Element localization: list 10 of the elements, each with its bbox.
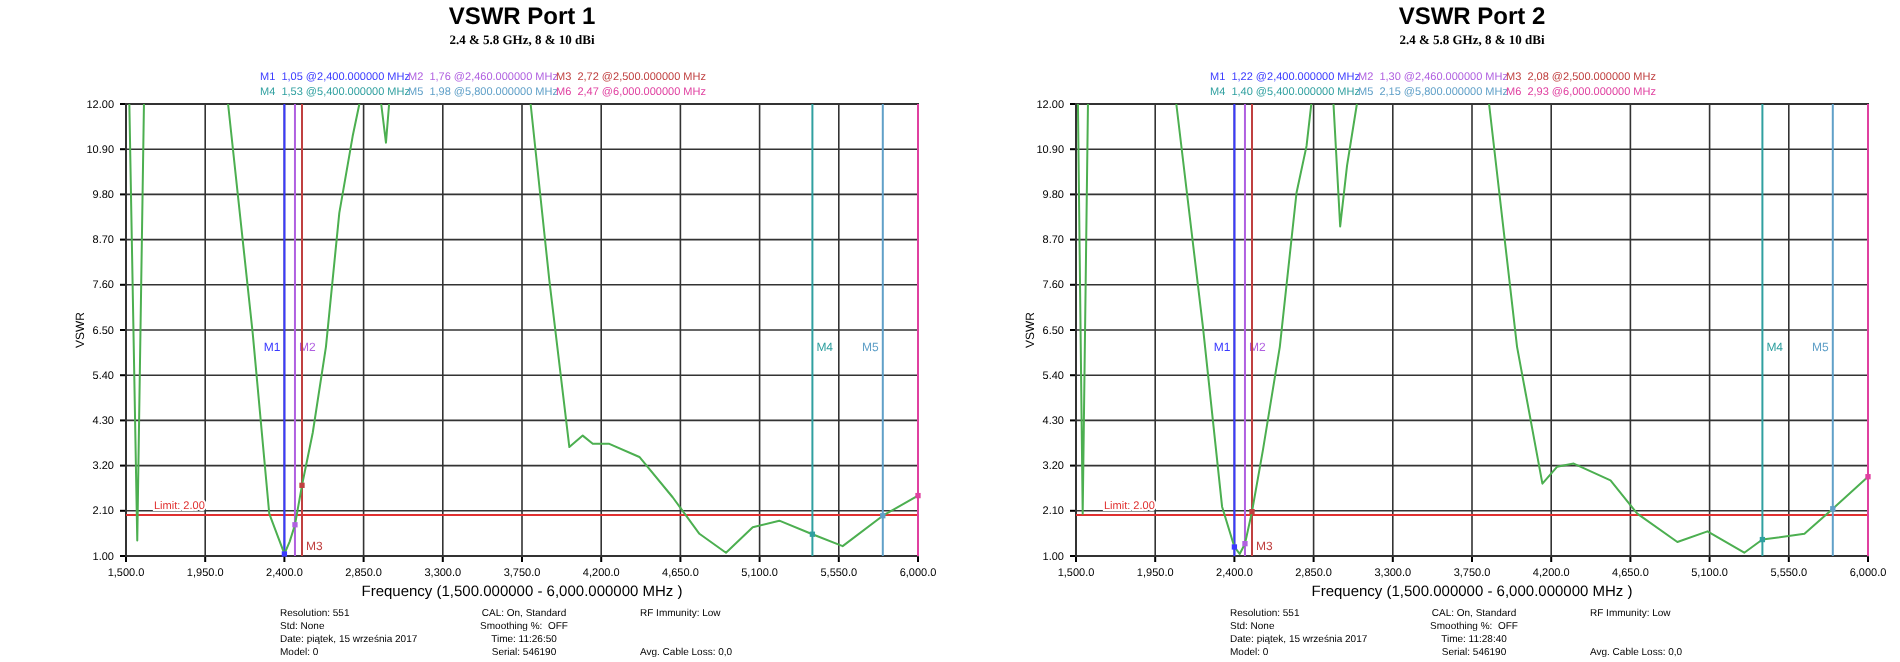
point xyxy=(281,551,288,557)
point xyxy=(1865,474,1871,480)
chart-title: VSWR Port 1 xyxy=(448,2,596,30)
point xyxy=(915,492,921,499)
point xyxy=(1249,508,1255,515)
point xyxy=(1231,544,1238,550)
point xyxy=(1242,541,1248,547)
chart-title: VSWR Port 2 xyxy=(1398,2,1546,30)
point xyxy=(292,522,298,528)
point xyxy=(299,482,305,488)
